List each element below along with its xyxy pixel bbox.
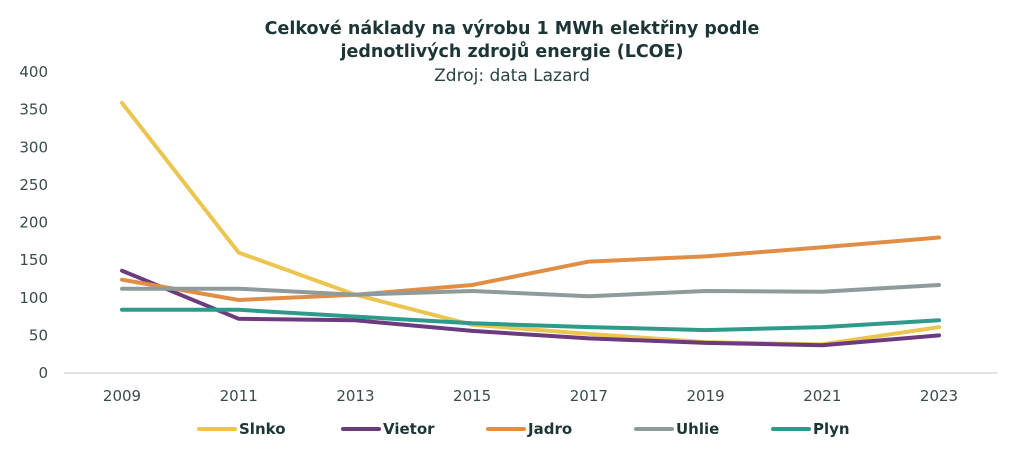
x-tick-label: 2011	[220, 387, 258, 405]
chart-title: Celkové náklady na výrobu 1 MWh elektřin…	[0, 18, 1024, 64]
series-line-uhlie	[120, 283, 941, 299]
series-line-plyn	[120, 307, 941, 333]
x-tick-label: 2013	[336, 387, 374, 405]
legend-item-vietor[interactable]: Vietor	[341, 417, 435, 441]
legend-label: Jadro	[528, 420, 573, 438]
x-tick-label: 2019	[686, 387, 724, 405]
y-tick-label: 0	[38, 364, 48, 382]
chart-title-line-1: Celkové náklady na výrobu 1 MWh elektřin…	[264, 19, 760, 39]
series-vietor	[120, 268, 941, 348]
legend-swatch	[197, 427, 237, 431]
x-tick-label: 2017	[570, 387, 608, 405]
legend-label: Plyn	[813, 420, 850, 438]
legend-item-plyn[interactable]: Plyn	[771, 417, 850, 441]
y-tick-label: 150	[19, 251, 48, 269]
legend-swatch	[634, 427, 674, 431]
y-tick-label: 200	[19, 214, 48, 232]
x-tick-label: 2023	[920, 387, 958, 405]
legend-item-jadro[interactable]: Jadro	[486, 417, 572, 441]
series-line-jadro	[120, 235, 941, 302]
legend-item-uhlie[interactable]: Uhlie	[634, 417, 719, 441]
legend-label: Slnko	[239, 420, 286, 438]
legend-item-slnko[interactable]: Slnko	[197, 417, 286, 441]
y-tick-label: 50	[29, 326, 48, 344]
legend-label: Vietor	[383, 420, 435, 438]
x-tick-label: 2015	[453, 387, 491, 405]
y-tick-label: 250	[19, 176, 48, 194]
series-uhlie	[120, 283, 941, 299]
series-lines	[120, 100, 941, 348]
x-tick-label: 2009	[103, 387, 141, 405]
x-tick-label: 2021	[803, 387, 841, 405]
y-tick-label: 100	[19, 289, 48, 307]
x-axis-ticks: 2009 2011 2013 2015 2017 2019 2021 2023	[103, 387, 958, 405]
y-tick-label: 350	[19, 101, 48, 119]
chart-title-line-2: jednotlivých zdrojů energie (LCOE)	[340, 42, 684, 62]
series-jadro	[120, 235, 941, 302]
y-tick-label: 300	[19, 138, 48, 156]
y-tick-label: 400	[19, 63, 48, 81]
legend: Slnko Vietor Jadro Uhlie Plyn	[0, 417, 1024, 441]
legend-label: Uhlie	[676, 420, 720, 438]
legend-swatch	[771, 427, 811, 431]
y-axis-ticks: 0 50 100 150 200 250 300 350 400	[19, 63, 48, 382]
legend-swatch	[341, 427, 381, 431]
chart-subtitle: Zdroj: data Lazard	[434, 66, 590, 86]
series-line-vietor	[120, 268, 941, 348]
legend-swatch	[486, 427, 526, 431]
series-plyn	[120, 307, 941, 333]
